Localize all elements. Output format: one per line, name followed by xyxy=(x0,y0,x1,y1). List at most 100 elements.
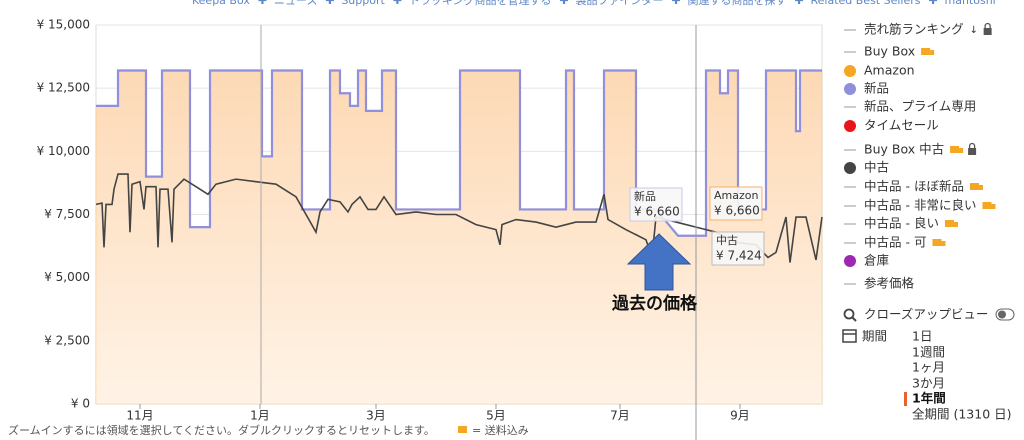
nav-sep: ✚ xyxy=(325,0,334,7)
footer-hint: ズームインするには領域を選択してください。ダブルクリックするとリセットします。 xyxy=(8,423,435,437)
y-tick-label: ¥ 15,000 xyxy=(37,18,90,32)
tooltip-value: ¥ 6,660 xyxy=(634,205,680,219)
toggle-knob xyxy=(998,310,1006,319)
truck-icon xyxy=(921,48,931,55)
nav-link[interactable]: Keepa Box xyxy=(192,0,250,7)
nav-sep: ✚ xyxy=(929,0,938,7)
series-line xyxy=(96,69,822,237)
tooltip-value: ¥ 6,660 xyxy=(714,204,760,218)
legend-dot xyxy=(844,120,856,132)
y-tick-label: ¥ 10,000 xyxy=(37,144,90,158)
legend-label[interactable]: 中古品 - ほぼ新品 xyxy=(864,179,964,194)
sort-icon: ↓ xyxy=(970,25,978,36)
search-icon-handle xyxy=(851,316,857,322)
legend-label[interactable]: 新品、プライム専用 xyxy=(864,99,976,114)
nav-link[interactable]: トラッキング商品を管理する xyxy=(409,0,552,7)
period-option[interactable]: 3か月 xyxy=(912,376,945,391)
search-icon xyxy=(843,308,855,320)
legend-label[interactable]: 中古品 - 非常に良い xyxy=(864,198,976,213)
calendar-icon xyxy=(842,329,857,343)
legend-label[interactable]: タイムセール xyxy=(864,118,939,133)
nav-link[interactable]: ニュース xyxy=(274,0,317,7)
period-option[interactable]: 1ヶ月 xyxy=(912,360,945,375)
legend-dot xyxy=(844,162,856,174)
truck-icon-cab xyxy=(959,148,964,153)
y-tick-label: ¥ 12,500 xyxy=(37,81,90,95)
period-option[interactable]: 1週間 xyxy=(912,345,945,360)
truck-icon-cab xyxy=(941,241,946,246)
truck-icon-cab xyxy=(978,185,983,190)
truck-icon xyxy=(458,426,467,433)
legend-label[interactable]: Buy Box 中古 xyxy=(864,142,944,157)
lock-icon-shackle xyxy=(968,142,976,148)
tooltip-title: Amazon xyxy=(714,189,758,202)
y-tick-label: ¥ 5,000 xyxy=(44,270,90,284)
nav-link[interactable]: Support xyxy=(341,0,385,7)
truck-icon-cab xyxy=(991,204,996,209)
nav-sep: ✚ xyxy=(393,0,402,7)
tooltip-value: ¥ 7,424 xyxy=(716,249,762,263)
nav-link[interactable]: 製品ファインダー xyxy=(575,0,663,7)
period-option[interactable]: 全期間 (1310 日) xyxy=(912,407,1012,422)
legend-label[interactable]: 倉庫 xyxy=(864,253,889,268)
tooltip-box xyxy=(711,231,765,266)
tooltips: 新品 ¥ 6,660 Amazon ¥ 6,660 中古 ¥ 7,424 xyxy=(629,186,765,266)
tooltip-title: 新品 xyxy=(634,189,656,203)
y-tick-label: ¥ 7,500 xyxy=(44,207,90,221)
truck-icon xyxy=(932,239,942,246)
legend-label[interactable]: 参考価格 xyxy=(864,276,915,291)
legend-label[interactable]: Buy Box xyxy=(864,44,915,59)
nav-sep: ✚ xyxy=(258,0,267,7)
legend-dot xyxy=(844,83,856,95)
closeup-label[interactable]: クローズアップビュー xyxy=(864,307,988,322)
legend-label[interactable]: 中古品 - 可 xyxy=(864,235,926,250)
x-tick-label: 9月 xyxy=(730,409,750,423)
truck-icon xyxy=(969,183,979,190)
truck-icon-cab xyxy=(953,222,958,227)
nav-link[interactable]: mantoshi xyxy=(945,0,996,7)
nav-sep: ✚ xyxy=(671,0,680,7)
period-label: 期間 xyxy=(862,329,887,344)
x-tick-label: 3月 xyxy=(366,409,386,423)
x-tick-label: 1月 xyxy=(250,409,270,423)
lock-icon xyxy=(983,28,992,35)
period-option[interactable]: 1日 xyxy=(912,329,932,344)
legend-label[interactable]: 中古品 - 良い xyxy=(864,216,939,231)
tooltip-box xyxy=(629,187,683,222)
annotation-text: 過去の価格 xyxy=(612,293,698,314)
tooltip-title: 中古 xyxy=(716,234,738,247)
nav-link[interactable]: Related Best Sellers xyxy=(810,0,920,7)
toggle[interactable] xyxy=(995,308,1015,321)
plot xyxy=(95,24,823,405)
truck-icon xyxy=(944,220,954,227)
top-nav: Keepa Box ✚ ニュース ✚ Support ✚ トラッキング商品を管理する ✚ 製品フ… xyxy=(192,0,996,7)
x-tick-label: 5月 xyxy=(486,409,506,423)
nav-sep: ✚ xyxy=(559,0,568,7)
x-tick-label: 7月 xyxy=(610,409,630,423)
x-tick-label: 11月 xyxy=(126,409,153,423)
lock-icon xyxy=(968,148,977,155)
y-tick-label: ¥ 2,500 xyxy=(44,333,90,347)
lock-icon-shackle xyxy=(984,22,991,28)
legend-label[interactable]: 新品 xyxy=(864,81,889,96)
legend-label[interactable]: 売れ筋ランキング xyxy=(864,22,964,37)
nav-sep: ✚ xyxy=(794,0,803,7)
nav-link[interactable]: 関連する商品を探す xyxy=(687,0,786,7)
period-selected-bar xyxy=(904,392,907,406)
annotation-arrow xyxy=(626,233,692,291)
legend-dot xyxy=(844,65,856,77)
truck-icon xyxy=(950,146,960,153)
truck-icon xyxy=(982,202,992,209)
truck-icon-cab xyxy=(930,50,935,55)
series-line xyxy=(95,173,823,263)
y-tick-label: ¥ 0 xyxy=(71,397,90,411)
legend-dot xyxy=(844,255,856,267)
tooltip-box xyxy=(709,186,763,221)
footer-shipping: = 送料込み xyxy=(472,423,529,437)
period-option[interactable]: 1年間 xyxy=(912,391,946,406)
legend-label[interactable]: 中古 xyxy=(864,160,889,175)
legend-label[interactable]: Amazon xyxy=(864,63,915,78)
